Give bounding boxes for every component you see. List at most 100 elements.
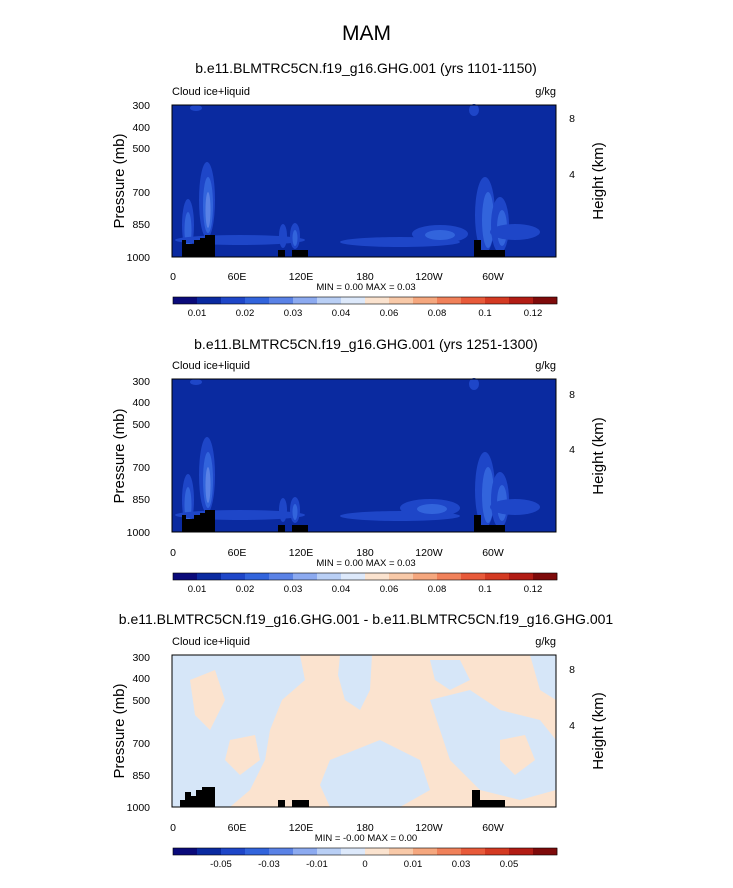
colorbar-swatch — [317, 573, 342, 580]
x-tick: 0 — [170, 271, 176, 283]
y-tick: 850 — [132, 770, 150, 782]
colorbar-swatch — [221, 297, 246, 304]
y-tick: 700 — [132, 187, 150, 199]
panel-3-title: b.e11.BLMTRC5CN.f19_g16.GHG.001 - b.e11.… — [119, 611, 614, 627]
colorbar-swatch — [245, 297, 270, 304]
x-tick: 120E — [289, 547, 314, 559]
y-tick: 400 — [132, 122, 150, 134]
panel-2-units-label: g/kg — [535, 360, 556, 372]
colorbar-swatch — [485, 573, 510, 580]
panel-2-min-max: MIN = 0.00 MAX = 0.03 — [316, 558, 415, 569]
panel-1-min-max: MIN = 0.00 MAX = 0.03 — [316, 282, 415, 293]
x-tick: 60E — [228, 822, 247, 834]
colorbar-swatch — [317, 297, 342, 304]
x-tick: 60W — [482, 822, 504, 834]
panel-2-y-axis-label: Pressure (mb) — [111, 408, 128, 503]
colorbar-swatch — [509, 297, 534, 304]
y-tick: 500 — [132, 695, 150, 707]
panel-3-y2-axis-label: Height (km) — [590, 692, 607, 770]
y-tick: 1000 — [127, 252, 151, 264]
colorbar-label: 0.08 — [428, 584, 447, 595]
colorbar-label: 0.03 — [284, 584, 303, 595]
panel-3-min-max: MIN = -0.00 MAX = 0.00 — [315, 833, 417, 844]
panel-1-x-ticks: 0 60E 120E 180 120W 60W — [170, 271, 504, 283]
colorbar-label: 0.1 — [478, 584, 491, 595]
colorbar-swatch — [293, 848, 318, 855]
y-tick: 400 — [132, 397, 150, 409]
colorbar-swatch — [197, 297, 222, 304]
panel-1-y-axis-label: Pressure (mb) — [111, 133, 128, 228]
panel-3-colorbar: -0.05 -0.03 -0.01 0 0.01 0.03 0.05 — [172, 847, 558, 870]
colorbar-swatch — [173, 573, 198, 580]
panel-1-y2-ticks: 8 4 — [569, 113, 575, 181]
colorbar-swatch — [269, 848, 294, 855]
colorbar-label: 0.01 — [404, 859, 423, 870]
colorbar-swatch — [413, 848, 438, 855]
panel-2: b.e11.BLMTRC5CN.f19_g16.GHG.001 (yrs 125… — [111, 336, 607, 595]
y-tick: 300 — [132, 100, 150, 112]
colorbar-swatch — [341, 573, 366, 580]
panel-2-title: b.e11.BLMTRC5CN.f19_g16.GHG.001 (yrs 125… — [194, 336, 538, 352]
y-tick: 850 — [132, 494, 150, 506]
colorbar-swatch — [293, 297, 318, 304]
colorbar-swatch — [173, 297, 198, 304]
x-tick: 180 — [356, 822, 374, 834]
colorbar-label: 0.06 — [380, 308, 399, 319]
y-tick: 1000 — [127, 802, 151, 814]
colorbar-label: 0.04 — [332, 308, 351, 319]
y2-tick: 8 — [569, 664, 575, 676]
colorbar-swatch — [293, 573, 318, 580]
panel-2-y-ticks: 300 400 500 700 850 1000 — [127, 376, 151, 539]
colorbar-swatch — [389, 848, 414, 855]
x-tick: 120E — [289, 822, 314, 834]
colorbar-outline — [172, 572, 558, 581]
colorbar-label: 0.04 — [332, 584, 351, 595]
panel-1-colorbar: 0.01 0.02 0.03 0.04 0.06 0.08 0.1 0.12 — [172, 296, 558, 319]
colorbar-swatch — [365, 848, 390, 855]
colorbar-swatch — [461, 573, 486, 580]
colorbar-swatch — [413, 573, 438, 580]
panel-3: b.e11.BLMTRC5CN.f19_g16.GHG.001 - b.e11.… — [111, 611, 613, 870]
y-tick: 500 — [132, 419, 150, 431]
panel-3-x-ticks: 0 60E 120E 180 120W 60W — [170, 822, 504, 834]
panel-1-y2-axis-label: Height (km) — [590, 142, 607, 220]
colorbar-swatch — [269, 297, 294, 304]
x-tick: 60W — [482, 547, 504, 559]
panel-2-x-ticks: 0 60E 120E 180 120W 60W — [170, 547, 504, 559]
colorbar-swatch — [365, 297, 390, 304]
colorbar-label: 0.08 — [428, 308, 447, 319]
colorbar-swatch — [245, 848, 270, 855]
colorbar-label: 0 — [362, 859, 367, 870]
y-tick: 500 — [132, 143, 150, 155]
panel-2-colorbar: 0.01 0.02 0.03 0.04 0.06 0.08 0.1 0.12 — [172, 572, 558, 595]
colorbar-swatch — [509, 573, 534, 580]
colorbar-swatch — [389, 573, 414, 580]
colorbar-swatch — [365, 573, 390, 580]
panel-2-variable-label: Cloud ice+liquid — [172, 360, 250, 372]
y2-tick: 4 — [569, 169, 575, 181]
colorbar-swatch — [461, 848, 486, 855]
y-tick: 700 — [132, 738, 150, 750]
colorbar-swatch — [197, 573, 222, 580]
x-tick: 60W — [482, 271, 504, 283]
y2-tick: 8 — [569, 389, 575, 401]
panel-3-variable-label: Cloud ice+liquid — [172, 636, 250, 648]
colorbar-swatch — [389, 297, 414, 304]
colorbar-swatch — [341, 848, 366, 855]
y-tick: 700 — [132, 462, 150, 474]
colorbar-swatch — [245, 573, 270, 580]
y2-tick: 4 — [569, 720, 575, 732]
x-tick: 120W — [415, 547, 443, 559]
colorbar-label: -0.03 — [258, 859, 280, 870]
x-tick: 0 — [170, 547, 176, 559]
colorbar-outline — [172, 847, 558, 856]
colorbar-label: -0.05 — [210, 859, 232, 870]
panel-1-y-ticks: 300 400 500 700 850 1000 — [127, 100, 151, 264]
colorbar-swatch — [533, 297, 558, 304]
colorbar-swatch — [221, 573, 246, 580]
colorbar-label: 0.06 — [380, 584, 399, 595]
colorbar-label: -0.01 — [306, 859, 328, 870]
panel-2-y2-ticks: 8 4 — [569, 389, 575, 456]
x-tick: 60E — [228, 547, 247, 559]
